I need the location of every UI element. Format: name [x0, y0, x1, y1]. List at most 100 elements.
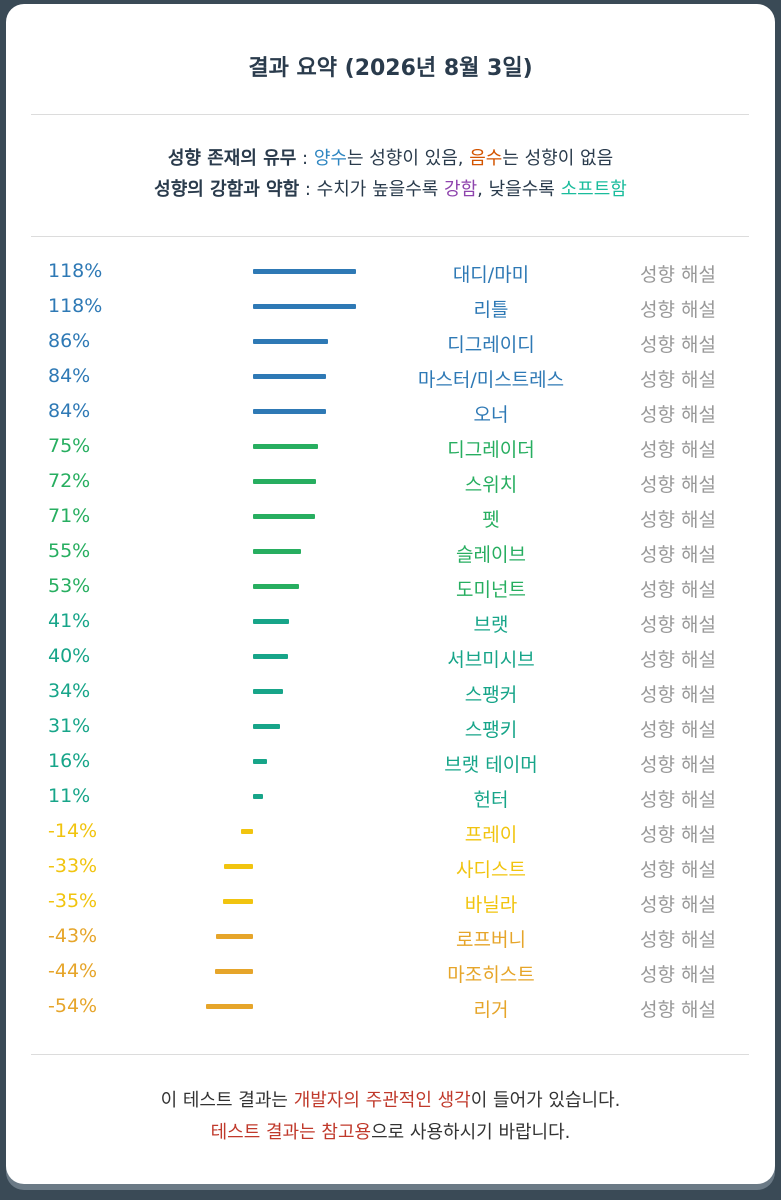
result-bar	[253, 409, 327, 414]
result-type-name: 오너	[473, 404, 509, 426]
result-bar	[240, 829, 253, 834]
result-bar	[253, 619, 289, 624]
result-type-name: 프레이	[464, 824, 518, 846]
result-row: 31% 스팽키 성향 해설	[6, 709, 775, 744]
result-description-link[interactable]: 성향 해설	[640, 264, 716, 286]
result-bar	[253, 724, 280, 729]
result-row: 41% 브랫 성향 해설	[6, 604, 775, 639]
result-description-link[interactable]: 성향 해설	[640, 719, 716, 741]
result-type-name: 마스터/미스트레스	[417, 369, 565, 391]
result-row: 40% 서브미시브 성향 해설	[6, 639, 775, 674]
result-percent: 34%	[48, 680, 91, 702]
result-bar	[222, 899, 253, 904]
legend-text: 는 성향이 있음,	[346, 148, 470, 169]
result-description-link[interactable]: 성향 해설	[640, 964, 716, 986]
footer-text: 이 들어가 있습니다.	[470, 1090, 621, 1111]
result-type-name: 슬레이브	[456, 544, 526, 566]
result-bar	[253, 584, 300, 589]
result-description-link[interactable]: 성향 해설	[640, 999, 716, 1021]
result-percent: 11%	[48, 785, 91, 807]
result-row: -43% 로프버니 성향 해설	[6, 919, 775, 954]
legend-text: : 수치가 높을수록	[299, 179, 445, 200]
result-row: -44% 마조히스트 성향 해설	[6, 954, 775, 989]
result-bar	[215, 934, 253, 939]
result-description-link[interactable]: 성향 해설	[640, 544, 716, 566]
legend-soft: 소프트함	[560, 179, 627, 200]
result-bar	[214, 969, 253, 974]
result-bar	[253, 269, 356, 274]
footer-highlight: 테스트 결과는 참고용	[210, 1122, 372, 1143]
result-type-name: 바닐라	[464, 894, 518, 916]
result-type-name: 스팽커	[464, 684, 518, 706]
result-row: -14% 프레이 성향 해설	[6, 814, 775, 849]
result-percent: 75%	[48, 435, 91, 457]
result-row: 55% 슬레이브 성향 해설	[6, 534, 775, 569]
result-description-link[interactable]: 성향 해설	[640, 614, 716, 636]
result-percent: -43%	[48, 925, 98, 947]
result-description-link[interactable]: 성향 해설	[640, 474, 716, 496]
result-percent: -14%	[48, 820, 98, 842]
result-type-name: 리틀	[473, 299, 509, 321]
result-percent: 118%	[48, 260, 103, 282]
result-percent: 71%	[48, 505, 91, 527]
result-description-link[interactable]: 성향 해설	[640, 929, 716, 951]
result-description-link[interactable]: 성향 해설	[640, 579, 716, 601]
result-type-name: 리거	[473, 999, 509, 1021]
result-percent: -33%	[48, 855, 98, 877]
result-description-link[interactable]: 성향 해설	[640, 404, 716, 426]
result-description-link[interactable]: 성향 해설	[640, 894, 716, 916]
footer-text: 으로 사용하시기 바랍니다.	[371, 1122, 571, 1143]
result-type-name: 마조히스트	[447, 964, 535, 986]
result-percent: 118%	[48, 295, 103, 317]
footer-line1: 이 테스트 결과는 개발자의 주관적인 생각이 들어가 있습니다.	[6, 1086, 775, 1112]
result-row: 34% 스팽커 성향 해설	[6, 674, 775, 709]
result-description-link[interactable]: 성향 해설	[640, 684, 716, 706]
result-bar	[224, 864, 253, 869]
result-bar	[253, 759, 267, 764]
result-description-link[interactable]: 성향 해설	[640, 299, 716, 321]
result-type-name: 대디/마미	[452, 264, 530, 286]
result-description-link[interactable]: 성향 해설	[640, 369, 716, 391]
result-percent: -54%	[48, 995, 98, 1017]
legend-existence: 성향 존재의 유무 : 양수는 성향이 있음, 음수는 성향이 없음	[6, 144, 775, 170]
result-description-link[interactable]: 성향 해설	[640, 789, 716, 811]
result-description-link[interactable]: 성향 해설	[640, 439, 716, 461]
result-type-name: 도미넌트	[456, 579, 526, 601]
result-description-link[interactable]: 성향 해설	[640, 649, 716, 671]
result-row: 75% 디그레이더 성향 해설	[6, 429, 775, 464]
result-bar	[253, 549, 301, 554]
result-type-name: 브랫 테이머	[444, 754, 538, 776]
footer-highlight: 개발자의 주관적인 생각	[293, 1090, 471, 1111]
result-card: 결과 요약 (2026년 8월 3일) 성향 존재의 유무 : 양수는 성향이 …	[6, 4, 775, 1184]
legend-text: 는 성향이 없음	[502, 148, 614, 169]
legend-strength-label: 성향의 강함과 약함	[154, 179, 300, 200]
result-bar	[253, 794, 263, 799]
result-row: 11% 헌터 성향 해설	[6, 779, 775, 814]
result-row: 72% 스위치 성향 해설	[6, 464, 775, 499]
result-bar	[253, 514, 315, 519]
result-percent: -35%	[48, 890, 98, 912]
result-description-link[interactable]: 성향 해설	[640, 824, 716, 846]
result-row: 71% 펫 성향 해설	[6, 499, 775, 534]
result-description-link[interactable]: 성향 해설	[640, 334, 716, 356]
result-description-link[interactable]: 성향 해설	[640, 509, 716, 531]
divider-top	[31, 114, 749, 115]
result-bar	[253, 654, 288, 659]
result-description-link[interactable]: 성향 해설	[640, 754, 716, 776]
result-row: 53% 도미넌트 성향 해설	[6, 569, 775, 604]
result-type-name: 디그레이디	[447, 334, 535, 356]
result-bar	[253, 444, 319, 449]
result-percent: 41%	[48, 610, 91, 632]
result-bar	[253, 479, 316, 484]
result-type-name: 로프버니	[456, 929, 526, 951]
result-percent: 84%	[48, 365, 91, 387]
result-percent: 84%	[48, 400, 91, 422]
result-bar	[253, 339, 328, 344]
result-type-name: 브랫	[473, 614, 509, 636]
result-bar	[253, 374, 327, 379]
result-type-name: 서브미시브	[447, 649, 535, 671]
legend-text: , 낮을수록	[477, 179, 561, 200]
result-row: -33% 사디스트 성향 해설	[6, 849, 775, 884]
result-type-name: 스팽키	[464, 719, 518, 741]
result-description-link[interactable]: 성향 해설	[640, 859, 716, 881]
